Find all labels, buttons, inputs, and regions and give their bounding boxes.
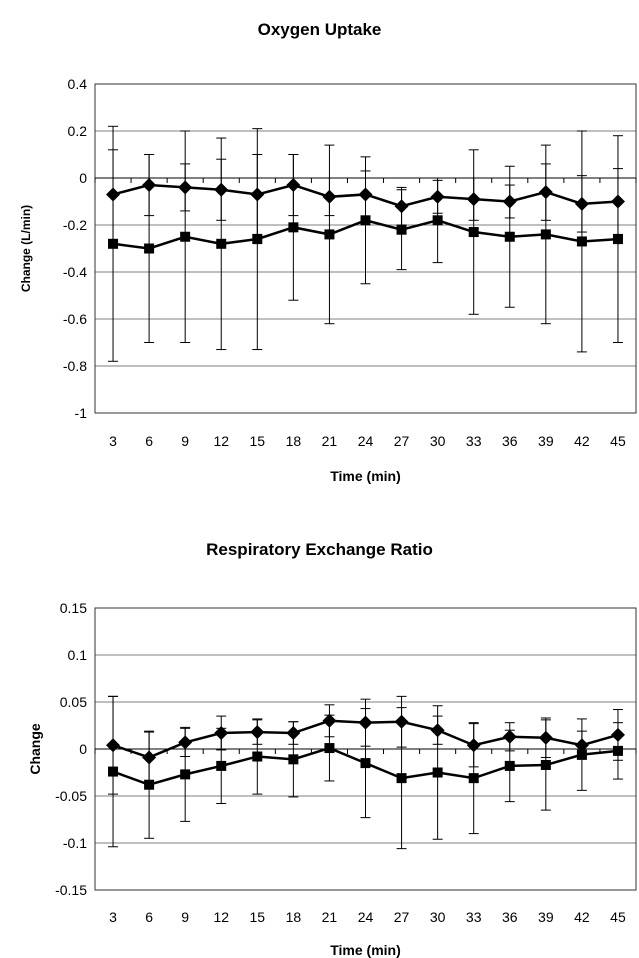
y-tick-label: 0 bbox=[79, 741, 87, 757]
data-point-square bbox=[108, 766, 119, 777]
x-tick-label: 12 bbox=[213, 909, 229, 925]
series-square bbox=[108, 125, 623, 362]
x-tick-label: 30 bbox=[430, 433, 446, 449]
x-tick-label: 39 bbox=[538, 909, 554, 925]
oxygen-uptake-plot: 0.40.20-0.2-0.4-0.6-0.8-13 6 9 12 15 18 21 24 27… bbox=[19, 76, 637, 484]
x-tick-label: 24 bbox=[358, 909, 374, 925]
data-point-square bbox=[360, 758, 371, 769]
x-tick-label: 45 bbox=[610, 433, 626, 449]
data-point-square bbox=[216, 238, 227, 249]
respiratory-exchange-ratio-plot: 0.150.10.050-0.05-0.1-0.153 6 9 12 15 18 21 24 2… bbox=[27, 600, 637, 958]
x-tick-label: 6 bbox=[145, 433, 153, 449]
data-point-square bbox=[576, 236, 587, 247]
x-tick-label: 33 bbox=[466, 909, 482, 925]
y-tick-label: -0.15 bbox=[55, 882, 87, 898]
data-point-square bbox=[540, 759, 551, 770]
data-point-square bbox=[504, 760, 515, 771]
data-point-square bbox=[396, 773, 407, 784]
data-point-square bbox=[144, 243, 155, 254]
y-axis-title: Change bbox=[27, 723, 43, 775]
x-axis-title: Time (min) bbox=[330, 468, 401, 484]
y-tick-label: 0.4 bbox=[68, 76, 88, 92]
series-square bbox=[108, 695, 623, 850]
x-tick-label: 21 bbox=[322, 433, 338, 449]
y-tick-label: 0.05 bbox=[60, 694, 87, 710]
x-tick-label: 15 bbox=[250, 433, 266, 449]
y-tick-label: 0 bbox=[79, 170, 87, 186]
data-point-square bbox=[432, 767, 443, 778]
data-point-square bbox=[288, 754, 299, 765]
x-tick-label: 18 bbox=[286, 909, 302, 925]
x-tick-label: 45 bbox=[610, 909, 626, 925]
x-tick-label: 15 bbox=[250, 909, 266, 925]
data-point-square bbox=[396, 224, 407, 235]
x-tick-label: 6 bbox=[145, 909, 153, 925]
data-point-square bbox=[108, 238, 119, 249]
data-point-square bbox=[324, 743, 335, 754]
y-tick-label: -0.4 bbox=[63, 264, 87, 280]
x-tick-label: 9 bbox=[181, 433, 189, 449]
y-tick-label: -0.1 bbox=[63, 835, 87, 851]
data-point-square bbox=[360, 215, 371, 226]
y-tick-label: 0.1 bbox=[68, 647, 88, 663]
x-tick-label: 33 bbox=[466, 433, 482, 449]
oxygen-uptake-chart: Oxygen Uptake 0.4 0.2 0 -0.2 -0.4 -0.6 -0.8 -1 3… bbox=[19, 20, 637, 484]
x-tick-label: 30 bbox=[430, 909, 446, 925]
data-point-square bbox=[612, 745, 623, 756]
x-tick-label: 39 bbox=[538, 433, 554, 449]
data-point-square bbox=[612, 234, 623, 245]
x-tick-label: 24 bbox=[358, 433, 374, 449]
data-point-square bbox=[288, 222, 299, 233]
plot-area-border bbox=[94, 83, 637, 414]
data-point-square bbox=[216, 760, 227, 771]
y-tick-label: -0.05 bbox=[55, 788, 87, 804]
x-tick-label: 27 bbox=[394, 909, 410, 925]
data-point-square bbox=[576, 749, 587, 760]
x-tick-label: 27 bbox=[394, 433, 410, 449]
x-tick-label: 3 bbox=[109, 433, 117, 449]
x-tick-label: 18 bbox=[286, 433, 302, 449]
chart-title: Oxygen Uptake bbox=[257, 20, 382, 39]
y-tick-label: -0.6 bbox=[63, 311, 87, 327]
x-axis-title: Time (min) bbox=[330, 942, 401, 958]
x-tick-label: 42 bbox=[574, 909, 590, 925]
x-tick-label: 9 bbox=[181, 909, 189, 925]
y-tick-label: -0.8 bbox=[63, 358, 87, 374]
data-point-square bbox=[540, 229, 551, 240]
chart-title: Respiratory Exchange Ratio bbox=[206, 540, 433, 559]
y-tick-label: 0.15 bbox=[60, 600, 87, 616]
y-axis-title: Change (L/min) bbox=[19, 205, 33, 292]
data-point-square bbox=[468, 227, 479, 238]
data-point-square bbox=[504, 231, 515, 242]
x-tick-label: 21 bbox=[322, 909, 338, 925]
respiratory-exchange-ratio-chart: Respiratory Exchange Ratio 0.15 0.1 0.05 0 -… bbox=[0, 490, 639, 958]
y-tick-label: 0.2 bbox=[68, 123, 88, 139]
x-tick-label: 12 bbox=[213, 433, 229, 449]
data-point-square bbox=[144, 779, 155, 790]
data-point-square bbox=[180, 231, 191, 242]
x-tick-label: 36 bbox=[502, 433, 518, 449]
data-point-square bbox=[432, 215, 443, 226]
data-point-square bbox=[324, 229, 335, 240]
data-point-square bbox=[252, 234, 263, 245]
x-tick-label: 3 bbox=[109, 909, 117, 925]
data-point-square bbox=[468, 773, 479, 784]
data-point-square bbox=[180, 769, 191, 780]
data-point-square bbox=[252, 751, 263, 762]
y-tick-label: -1 bbox=[75, 405, 88, 421]
x-tick-label: 42 bbox=[574, 433, 590, 449]
y-tick-label: -0.2 bbox=[63, 217, 87, 233]
x-tick-label: 36 bbox=[502, 909, 518, 925]
